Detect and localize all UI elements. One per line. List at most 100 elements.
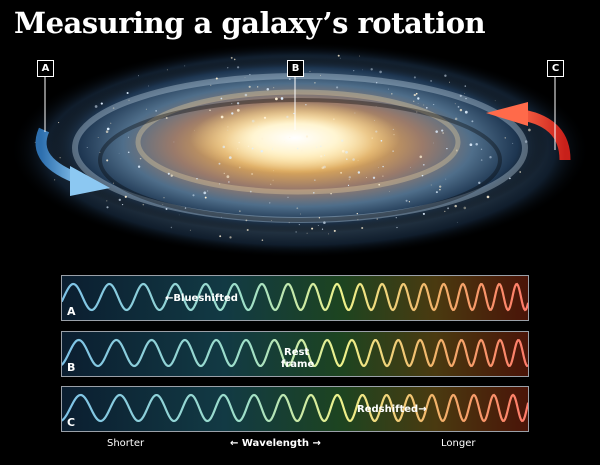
star bbox=[293, 112, 295, 115]
star bbox=[226, 175, 230, 179]
star bbox=[389, 191, 391, 192]
star bbox=[425, 106, 428, 109]
star bbox=[421, 174, 424, 177]
star bbox=[246, 228, 249, 232]
star bbox=[376, 218, 378, 220]
star bbox=[270, 183, 272, 185]
star bbox=[311, 227, 314, 230]
star bbox=[430, 79, 433, 82]
star bbox=[480, 148, 483, 151]
star bbox=[347, 184, 350, 187]
star bbox=[170, 226, 173, 229]
rest-frame-label-line1: Rest bbox=[284, 347, 310, 358]
star bbox=[313, 192, 315, 194]
star bbox=[447, 207, 450, 210]
star bbox=[247, 145, 250, 148]
star bbox=[423, 104, 425, 106]
star bbox=[372, 176, 376, 179]
star bbox=[286, 115, 289, 119]
star bbox=[166, 69, 168, 71]
wavelength-axis: ← Wavelength → bbox=[230, 438, 321, 449]
recede-arrow-head bbox=[486, 102, 528, 126]
spectrum-panel-b: B Rest frame bbox=[61, 331, 529, 377]
star bbox=[59, 157, 61, 159]
star bbox=[454, 204, 457, 208]
star bbox=[238, 166, 241, 169]
star bbox=[58, 122, 60, 124]
star bbox=[127, 151, 130, 154]
star bbox=[524, 140, 528, 143]
star bbox=[145, 108, 147, 110]
star bbox=[128, 136, 130, 138]
star bbox=[227, 67, 229, 69]
star bbox=[340, 139, 344, 142]
star bbox=[445, 178, 447, 180]
star bbox=[251, 119, 255, 123]
star bbox=[218, 162, 221, 165]
star bbox=[258, 125, 260, 127]
rest-frame-label-line2: frame bbox=[281, 359, 315, 370]
star bbox=[333, 118, 335, 120]
star bbox=[275, 97, 278, 101]
star bbox=[194, 130, 195, 132]
star bbox=[408, 201, 410, 203]
star bbox=[287, 196, 289, 198]
star bbox=[301, 149, 304, 152]
star bbox=[454, 117, 458, 121]
star bbox=[454, 103, 456, 105]
star bbox=[268, 151, 270, 153]
dust-lane bbox=[98, 98, 502, 222]
star bbox=[124, 195, 127, 198]
star bbox=[184, 207, 187, 209]
star bbox=[464, 85, 467, 87]
star bbox=[320, 155, 323, 158]
star bbox=[480, 159, 483, 161]
star bbox=[422, 212, 425, 215]
star bbox=[449, 81, 450, 83]
star bbox=[272, 148, 273, 150]
star bbox=[296, 147, 299, 150]
star bbox=[245, 219, 248, 222]
star bbox=[34, 142, 36, 143]
star bbox=[249, 190, 252, 193]
star bbox=[410, 166, 411, 168]
star bbox=[388, 88, 389, 90]
star bbox=[173, 141, 175, 143]
star bbox=[118, 152, 120, 154]
star bbox=[105, 130, 109, 133]
star bbox=[455, 149, 458, 152]
star bbox=[231, 112, 234, 115]
approach-arrow-head bbox=[70, 166, 110, 196]
star bbox=[204, 196, 207, 199]
star bbox=[284, 140, 286, 142]
star bbox=[288, 222, 290, 224]
star bbox=[137, 165, 141, 168]
star bbox=[346, 158, 348, 160]
star bbox=[415, 92, 418, 95]
star bbox=[378, 183, 381, 186]
star bbox=[354, 112, 356, 114]
star bbox=[509, 177, 511, 180]
star bbox=[170, 174, 173, 177]
star bbox=[298, 224, 300, 226]
star bbox=[148, 85, 150, 87]
star bbox=[417, 97, 420, 100]
star bbox=[178, 214, 180, 216]
star bbox=[263, 116, 267, 119]
star bbox=[444, 210, 446, 213]
star bbox=[357, 219, 359, 221]
star bbox=[227, 126, 229, 128]
star bbox=[348, 176, 351, 179]
star bbox=[100, 102, 103, 105]
star bbox=[318, 217, 321, 219]
star bbox=[296, 207, 299, 210]
wave-c bbox=[62, 393, 528, 423]
star bbox=[392, 150, 394, 152]
star bbox=[215, 77, 218, 80]
star bbox=[435, 130, 438, 133]
star bbox=[463, 206, 467, 210]
star bbox=[441, 129, 444, 132]
star bbox=[317, 225, 319, 226]
star bbox=[106, 206, 109, 209]
